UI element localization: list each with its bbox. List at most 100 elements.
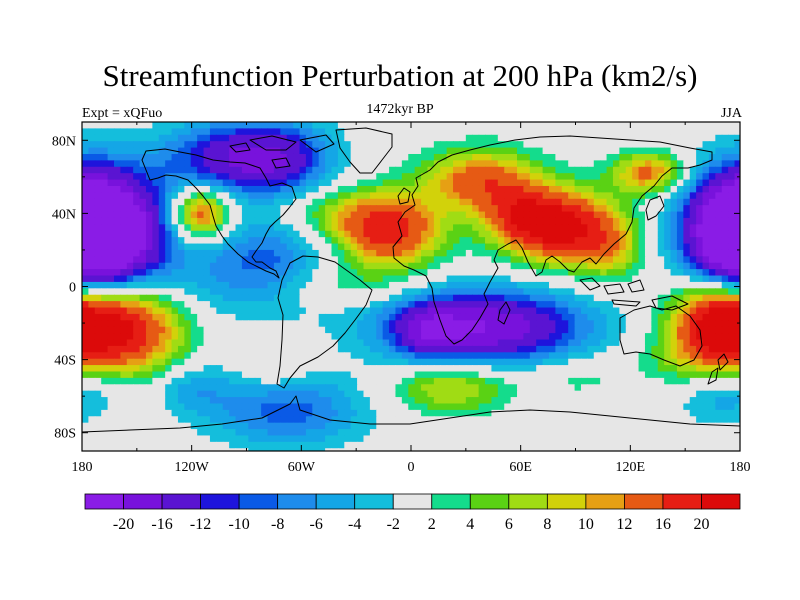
field-cell xyxy=(574,249,582,257)
field-cell xyxy=(414,288,422,296)
field-cell xyxy=(248,358,256,366)
field-cell xyxy=(529,416,537,424)
field-cell xyxy=(644,320,652,328)
field-cell xyxy=(689,173,697,181)
field-cell xyxy=(107,294,115,302)
field-cell xyxy=(273,141,281,149)
field-cell xyxy=(120,333,128,341)
field-cell xyxy=(651,173,659,181)
field-cell xyxy=(433,198,441,206)
field-cell xyxy=(133,147,141,155)
field-cell xyxy=(145,141,153,149)
field-cell xyxy=(497,160,505,168)
field-cell xyxy=(651,409,659,417)
field-cell xyxy=(254,352,262,360)
field-cell xyxy=(689,224,697,232)
field-cell xyxy=(657,313,665,321)
field-cell xyxy=(446,173,454,181)
field-cell xyxy=(133,288,141,296)
field-cell xyxy=(171,397,179,405)
field-cell xyxy=(625,192,633,200)
field-cell xyxy=(107,422,115,430)
field-cell xyxy=(254,313,262,321)
field-cell xyxy=(337,134,345,142)
field-cell xyxy=(612,333,620,341)
field-cell xyxy=(510,365,518,373)
field-cell xyxy=(485,397,493,405)
field-cell xyxy=(683,205,691,213)
field-cell xyxy=(721,153,729,161)
field-cell xyxy=(261,128,269,136)
field-cell xyxy=(619,409,627,417)
field-cell xyxy=(632,397,640,405)
field-cell xyxy=(158,301,166,309)
field-cell xyxy=(293,262,301,270)
field-cell xyxy=(350,262,358,270)
field-cell xyxy=(504,185,512,193)
field-cell xyxy=(408,153,416,161)
field-cell xyxy=(190,217,198,225)
field-cell xyxy=(580,217,588,225)
field-cell xyxy=(606,377,614,385)
field-cell xyxy=(555,403,563,411)
field-cell xyxy=(721,365,729,373)
field-cell xyxy=(216,256,224,264)
field-cell xyxy=(580,345,588,353)
field-cell xyxy=(318,313,326,321)
field-cell xyxy=(248,397,256,405)
field-cell xyxy=(389,141,397,149)
field-cell xyxy=(721,217,729,225)
field-cell xyxy=(171,237,179,245)
field-cell xyxy=(184,275,192,283)
field-cell xyxy=(158,422,166,430)
field-cell xyxy=(657,403,665,411)
field-cell xyxy=(101,339,109,347)
field-cell xyxy=(568,198,576,206)
field-cell xyxy=(619,160,627,168)
field-cell xyxy=(376,326,384,334)
field-cell xyxy=(376,422,384,430)
field-cell xyxy=(683,390,691,398)
field-cell xyxy=(644,224,652,232)
field-cell xyxy=(555,147,563,155)
field-cell xyxy=(523,230,531,238)
field-cell xyxy=(529,205,537,213)
season-label: JJA xyxy=(720,106,742,121)
field-cell xyxy=(235,237,243,245)
field-cell xyxy=(606,185,614,193)
field-cell xyxy=(376,365,384,373)
field-cell xyxy=(145,192,153,200)
field-cell xyxy=(267,243,275,251)
field-cell xyxy=(305,205,313,213)
field-cell xyxy=(555,384,563,392)
field-cell xyxy=(350,307,358,315)
field-cell xyxy=(708,403,716,411)
field-cell xyxy=(593,275,601,283)
field-cell xyxy=(363,230,371,238)
field-cell xyxy=(446,153,454,161)
field-cell xyxy=(299,429,307,437)
field-cell xyxy=(382,320,390,328)
field-cell xyxy=(600,198,608,206)
field-cell xyxy=(427,166,435,174)
field-cell xyxy=(331,230,339,238)
field-cell xyxy=(382,339,390,347)
field-cell xyxy=(273,122,281,129)
field-cell xyxy=(350,275,358,283)
field-cell xyxy=(241,352,249,360)
field-cell xyxy=(612,313,620,321)
field-cell xyxy=(382,422,390,430)
field-cell xyxy=(536,249,544,257)
field-cell xyxy=(612,275,620,283)
field-cell xyxy=(113,128,121,136)
field-cell xyxy=(657,320,665,328)
field-cell xyxy=(171,243,179,251)
field-cell xyxy=(133,371,141,379)
field-cell xyxy=(600,377,608,385)
field-cell xyxy=(568,307,576,315)
field-cell xyxy=(107,262,115,270)
field-cell xyxy=(459,397,467,405)
field-cell xyxy=(670,281,678,289)
field-cell xyxy=(305,377,313,385)
field-cell xyxy=(657,166,665,174)
